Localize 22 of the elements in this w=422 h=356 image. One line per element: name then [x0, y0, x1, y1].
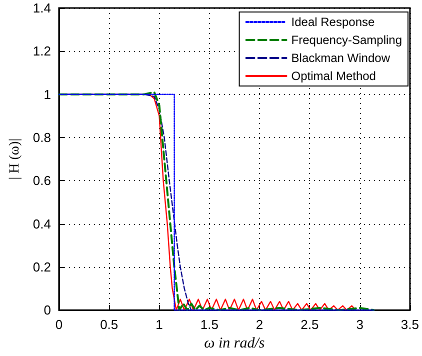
- y-tick-label: 1: [44, 86, 51, 102]
- x-tick-label: 0.5: [100, 317, 118, 332]
- y-tick-label: 0.8: [32, 130, 51, 145]
- y-tick-label: 0.6: [32, 173, 51, 188]
- x-tick-label: 3: [356, 317, 364, 332]
- legend-label: Blackman Window: [291, 51, 390, 65]
- x-tick-label: 2.5: [300, 317, 319, 332]
- y-tick-label: 0.2: [32, 259, 51, 274]
- y-tick-label: 0: [44, 302, 51, 318]
- x-tick-label: 3.5: [400, 317, 420, 332]
- legend-label: Ideal Response: [291, 15, 375, 29]
- x-tick-label: 1.5: [200, 317, 218, 332]
- x-tick-label: 1: [156, 317, 163, 332]
- y-tick-label: 0.4: [32, 216, 51, 232]
- x-tick-label: 0: [55, 317, 63, 332]
- legend-label: Frequency-Sampling: [291, 33, 402, 47]
- y-tick-label: 1.2: [32, 44, 51, 59]
- y-axis-title: | H (ω)|: [8, 138, 22, 180]
- x-tick-label: 2: [256, 317, 264, 332]
- y-tick-label: 1.4: [32, 0, 51, 16]
- x-axis-title: ω in rad/s: [204, 336, 265, 352]
- legend-label: Optimal Method: [291, 69, 376, 83]
